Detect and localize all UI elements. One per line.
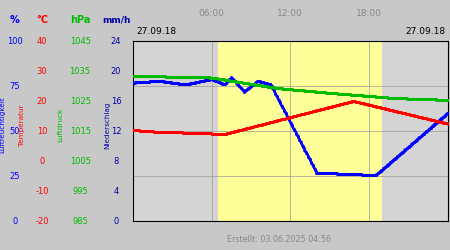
Text: 1025: 1025: [70, 97, 90, 106]
Text: Niederschlag: Niederschlag: [104, 101, 110, 149]
Text: 1035: 1035: [70, 67, 90, 76]
Text: Erstellt: 03.06.2025 04:56: Erstellt: 03.06.2025 04:56: [227, 236, 331, 244]
Text: 27.09.18: 27.09.18: [405, 27, 446, 36]
Text: hPa: hPa: [70, 15, 90, 25]
Text: 8: 8: [113, 157, 119, 166]
Text: 20: 20: [36, 97, 47, 106]
Text: 1045: 1045: [70, 37, 90, 46]
Text: 50: 50: [9, 127, 20, 136]
Text: 40: 40: [36, 37, 47, 46]
Text: 16: 16: [111, 97, 122, 106]
Text: 100: 100: [7, 37, 22, 46]
Text: Luftdruck: Luftdruck: [57, 108, 63, 142]
Text: 0: 0: [12, 217, 18, 226]
Text: 20: 20: [111, 67, 122, 76]
Text: Luftfeuchtigkeit: Luftfeuchtigkeit: [0, 96, 5, 153]
Text: °C: °C: [36, 15, 48, 25]
Text: 4: 4: [113, 187, 119, 196]
Text: -20: -20: [35, 217, 49, 226]
Text: 10: 10: [36, 127, 47, 136]
Bar: [218, 41, 382, 221]
Text: %: %: [10, 15, 20, 25]
Text: -10: -10: [35, 187, 49, 196]
Text: mm/h: mm/h: [102, 16, 130, 24]
Text: Temperatur: Temperatur: [18, 104, 25, 146]
Text: 12:00: 12:00: [277, 9, 303, 18]
Text: 995: 995: [72, 187, 88, 196]
Text: 25: 25: [9, 172, 20, 181]
Text: 12: 12: [111, 127, 122, 136]
Text: 24: 24: [111, 37, 122, 46]
Text: 30: 30: [36, 67, 47, 76]
Text: 27.09.18: 27.09.18: [136, 27, 176, 36]
Text: 985: 985: [72, 217, 88, 226]
Text: 1015: 1015: [70, 127, 90, 136]
Text: 18:00: 18:00: [356, 9, 382, 18]
Text: 75: 75: [9, 82, 20, 91]
Text: 0: 0: [113, 217, 119, 226]
Text: 06:00: 06:00: [198, 9, 225, 18]
Text: 0: 0: [39, 157, 45, 166]
Text: 1005: 1005: [70, 157, 90, 166]
